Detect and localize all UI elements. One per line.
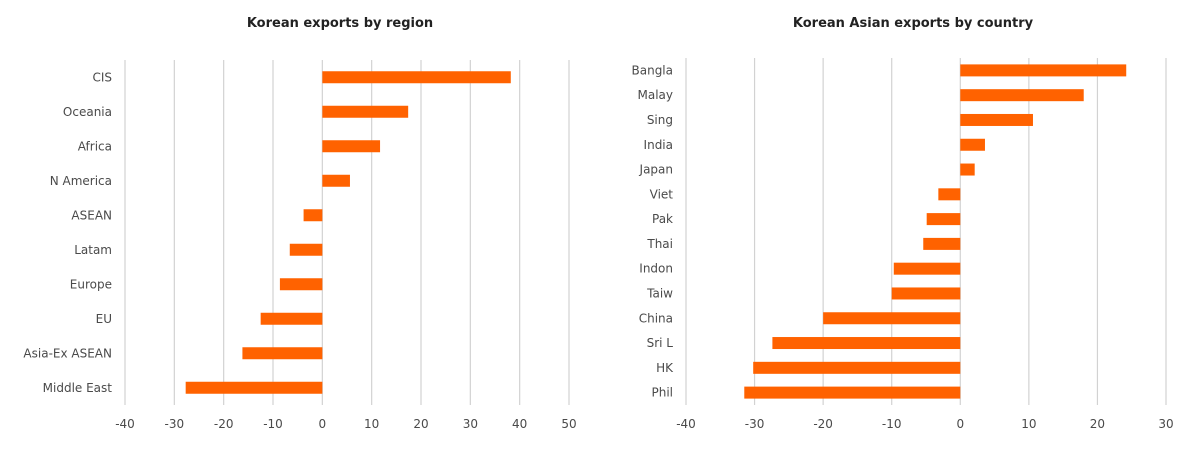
bar [960,64,1127,77]
category-label: Sri L [647,336,674,350]
category-label: Taiw [646,286,673,300]
bar [960,163,975,176]
bar [823,312,961,325]
bar [960,89,1084,102]
category-label: Japan [639,163,673,177]
category-label: India [644,138,673,152]
category-label: China [639,311,673,325]
bar [772,337,961,350]
category-label: Bangla [632,63,674,77]
category-label: Latam [74,243,112,257]
bar [938,188,961,201]
category-label: Africa [78,139,112,153]
x-tick-label: 10 [1021,417,1036,431]
bar [923,237,961,250]
bar [893,262,961,275]
x-tick-label: 0 [319,417,327,431]
category-label: Middle East [43,381,113,395]
x-tick-label: -30 [165,417,185,431]
bar [322,174,350,187]
x-tick-label: 20 [413,417,428,431]
x-tick-label: -40 [676,417,696,431]
bar [242,347,323,360]
category-label: Europe [70,277,112,291]
chart-title: Korean exports by region [247,16,433,31]
category-label: EU [96,312,112,326]
category-label: Indon [639,262,673,276]
x-tick-label: 20 [1090,417,1105,431]
category-label: Sing [647,113,673,127]
category-label: HK [656,361,674,375]
category-label: Pak [652,212,673,226]
bar [960,113,1033,126]
x-tick-label: 10 [364,417,379,431]
category-label: N America [50,174,112,188]
category-label: Asia-Ex ASEAN [23,346,112,360]
bar [185,381,323,394]
x-tick-label: -20 [214,417,234,431]
category-label: Phil [651,386,673,400]
x-tick-label: 0 [956,417,964,431]
x-tick-label: -40 [115,417,135,431]
bar [926,213,961,226]
bar [891,287,961,300]
chart-asian-exports-by-country: Korean Asian exports by country -40 -30 -2… [632,16,1174,431]
x-tick-label: -10 [263,417,283,431]
category-label: Malay [638,88,674,102]
x-tick-label: -30 [745,417,765,431]
bar [744,386,961,399]
x-tick-label: 30 [1158,417,1173,431]
chart-exports-by-region: Korean exports by region -40 -30 -20 -10 0 10… [23,16,576,431]
category-label: Viet [650,187,674,201]
x-tick-label: -10 [882,417,902,431]
bar [322,71,511,84]
bar [260,312,323,325]
chart-title: Korean Asian exports by country [793,16,1034,31]
x-tick-label: 40 [512,417,527,431]
x-tick-label: -20 [813,417,833,431]
category-label: ASEAN [71,208,112,222]
bar [303,209,323,222]
bar [322,140,381,153]
category-label: CIS [92,70,112,84]
category-label: Thai [646,237,673,251]
x-tick-label: 50 [561,417,576,431]
bar [960,138,985,151]
bar [322,105,409,118]
category-label: Oceania [63,105,112,119]
bar [753,361,961,374]
x-tick-label: 30 [463,417,478,431]
bar [289,243,323,256]
bar [279,278,323,291]
